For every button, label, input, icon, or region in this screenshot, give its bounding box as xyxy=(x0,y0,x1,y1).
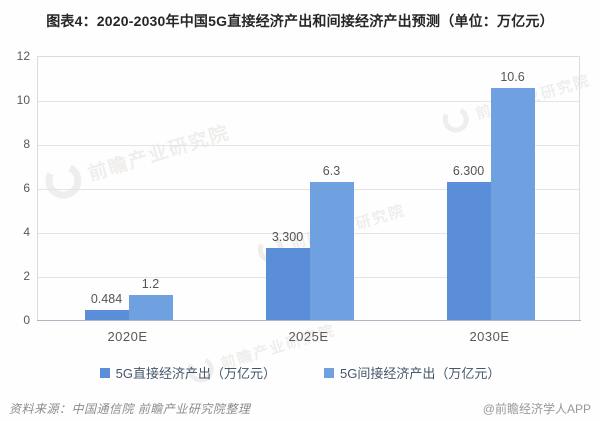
bar-value-label: 6.300 xyxy=(452,164,485,179)
bar-2030E-series-2[interactable]: 10.6 xyxy=(490,70,535,321)
gridline-y-4 xyxy=(38,233,579,234)
credit-note: @前瞻经济学人APP xyxy=(482,402,591,416)
x-tick-label-2030E: 2030E xyxy=(469,329,510,344)
x-tick-label-2020E: 2020E xyxy=(107,329,148,344)
bar-value-label: 3.300 xyxy=(271,230,304,245)
x-axis-line xyxy=(37,320,581,321)
bar-fill xyxy=(309,182,354,321)
chart-title: 图表4：2020-2030年中国5G直接经济产出和间接经济产出预测（单位：万亿元… xyxy=(46,13,554,29)
y-tick-label-8: 8 xyxy=(23,137,30,151)
y-tick-label-10: 10 xyxy=(16,93,30,107)
gridline-y-6 xyxy=(38,189,579,190)
x-tick-label-2025E: 2025E xyxy=(288,329,329,344)
y-tick-label-12: 12 xyxy=(16,49,30,63)
legend-swatch-icon xyxy=(99,367,110,378)
bar-value-label: 1.2 xyxy=(141,276,160,291)
bar-2025E-series-2[interactable]: 6.3 xyxy=(309,164,354,321)
bar-value-label: 0.484 xyxy=(90,292,123,307)
bar-group-2030E: 6.300 10.6 xyxy=(400,57,581,321)
footer: 资料来源：中国通信院 前瞻产业研究院整理 @前瞻经济学人APP xyxy=(0,396,600,421)
bar-value-label: 6.3 xyxy=(322,164,341,179)
plot-area: 0.484 1.2 3.300 6.3 6.300 10.6 xyxy=(37,56,581,321)
bar-fill xyxy=(446,182,491,321)
bar-group-2020E: 0.484 1.2 xyxy=(38,57,219,321)
bar-fill xyxy=(265,248,310,321)
bar-group-2025E: 3.300 6.3 xyxy=(219,57,400,321)
legend-item-1: 5G直接经济产出（万亿元） xyxy=(99,363,276,382)
bar-2025E-series-1[interactable]: 3.300 xyxy=(265,230,310,321)
bar-2020E-series-1[interactable]: 0.484 xyxy=(84,292,129,321)
y-tick-label-6: 6 xyxy=(23,181,30,195)
legend: 5G直接经济产出（万亿元） 5G间接经济产出（万亿元） xyxy=(0,363,600,382)
legend-swatch-icon xyxy=(324,367,334,378)
bar-2020E-series-2[interactable]: 1.2 xyxy=(128,277,173,321)
legend-item-2: 5G间接经济产出（万亿元） xyxy=(324,363,500,382)
x-axis-labels: 2020E 2025E 2030E xyxy=(37,329,580,344)
bar-fill xyxy=(128,294,173,321)
legend-label: 5G直接经济产出（万亿元） xyxy=(115,366,276,381)
source-note: 资料来源：中国通信院 前瞻产业研究院整理 xyxy=(9,402,251,416)
bar-value-label: 10.6 xyxy=(500,69,525,84)
y-tick-label-2: 2 xyxy=(23,269,30,283)
gridline-y-10 xyxy=(38,101,579,102)
y-tick-label-0: 0 xyxy=(23,313,30,327)
bar-2030E-series-1[interactable]: 6.300 xyxy=(446,164,491,321)
legend-label: 5G间接经济产出（万亿元） xyxy=(340,366,501,381)
gridline-y-8 xyxy=(38,145,579,146)
bar-fill xyxy=(490,87,535,321)
y-tick-label-4: 4 xyxy=(23,225,30,239)
bar-fill xyxy=(84,310,129,321)
